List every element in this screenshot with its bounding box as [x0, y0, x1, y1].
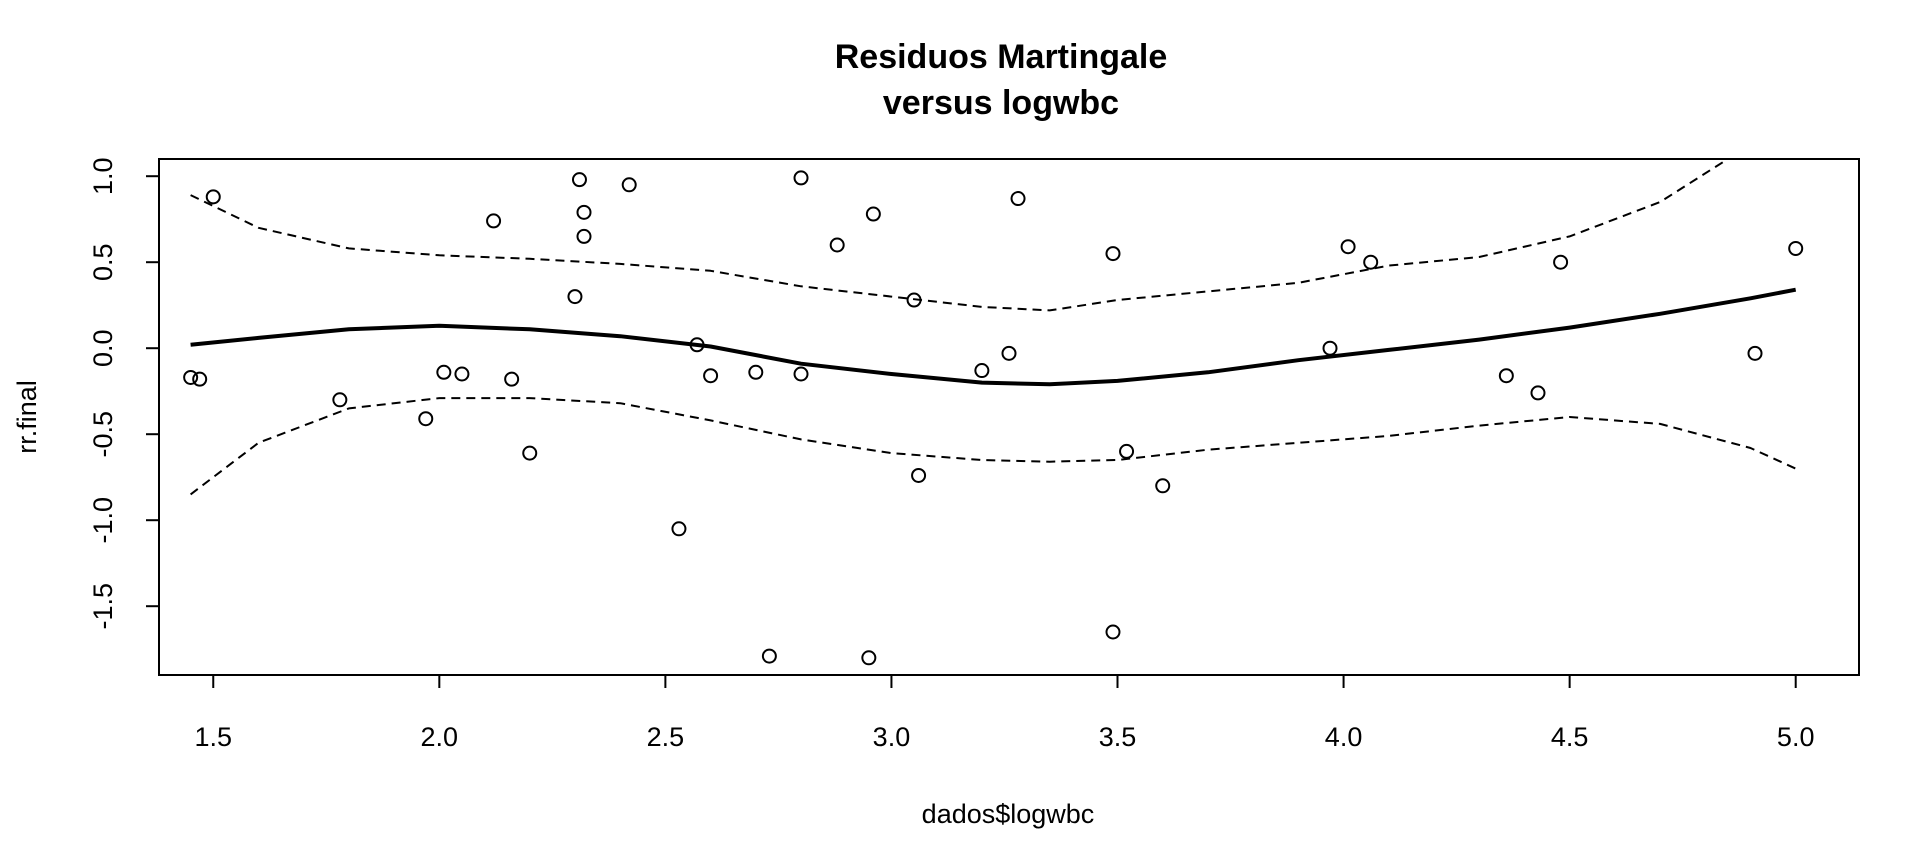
x-tick-label: 3.0	[873, 722, 911, 752]
data-point	[504, 371, 520, 387]
plot-frame	[158, 158, 1860, 676]
data-point	[522, 445, 538, 461]
data-point	[1010, 191, 1026, 207]
data-point	[418, 411, 434, 427]
x-tick-label: 4.5	[1551, 722, 1589, 752]
data-point	[571, 172, 587, 188]
chart-title-line2: versus logwbc	[883, 84, 1119, 122]
data-point	[761, 648, 777, 664]
data-point	[1105, 624, 1121, 640]
data-point	[183, 369, 199, 385]
data-point	[1553, 254, 1569, 270]
x-tick-label: 2.0	[421, 722, 459, 752]
data-point	[1498, 368, 1514, 384]
data-point	[1363, 254, 1379, 270]
smooth-line	[190, 287, 1797, 387]
data-point	[576, 204, 592, 220]
data-point	[1119, 443, 1135, 459]
y-tick-label: 0.0	[88, 329, 118, 367]
data-point	[436, 364, 452, 380]
data-point	[1747, 345, 1763, 361]
data-point	[1788, 240, 1804, 256]
data-point	[974, 363, 990, 379]
data-point	[906, 292, 922, 308]
data-point	[1105, 246, 1121, 262]
data-point	[703, 368, 719, 384]
y-axis: -1.5 -1.0 -0.5 0.0 0.5 1.0	[88, 157, 159, 629]
y-tick-label: -1.5	[88, 583, 118, 630]
data-point	[861, 650, 877, 666]
data-point	[192, 371, 208, 387]
x-tick-label: 5.0	[1777, 722, 1815, 752]
data-point	[865, 206, 881, 222]
upper-band-line	[190, 158, 1729, 312]
data-point	[1530, 385, 1546, 401]
y-tick-label: 0.5	[88, 243, 118, 281]
data-point	[486, 213, 502, 229]
data-point	[911, 467, 927, 483]
data-point	[829, 237, 845, 253]
data-point	[671, 521, 687, 537]
data-point	[1001, 345, 1017, 361]
lower-band-line	[189, 397, 1797, 496]
scatter-points	[183, 170, 1804, 666]
data-point	[454, 366, 470, 382]
y-tick-label: -0.5	[88, 411, 118, 458]
data-point	[576, 228, 592, 244]
y-tick-label: 1.0	[88, 157, 118, 195]
data-point	[205, 189, 221, 205]
x-axis-label: dados$logwbc	[922, 799, 1095, 829]
y-tick-label: -1.0	[88, 497, 118, 544]
x-tick-label: 1.5	[194, 722, 232, 752]
data-point	[1322, 340, 1338, 356]
x-tick-label: 3.5	[1099, 722, 1137, 752]
x-axis: 1.5 2.0 2.5 3.0 3.5 4.0 4.5 5.0	[194, 674, 1815, 752]
chart-lines	[189, 158, 1797, 496]
data-point	[567, 289, 583, 305]
data-point	[793, 366, 809, 382]
data-point	[1340, 239, 1356, 255]
chart-title-line1: Residuos Martingale	[835, 38, 1168, 76]
x-tick-label: 2.5	[647, 722, 685, 752]
data-point	[1155, 478, 1171, 494]
data-point	[332, 392, 348, 408]
x-tick-label: 4.0	[1325, 722, 1363, 752]
data-point	[748, 364, 764, 380]
data-point	[621, 177, 637, 193]
data-point	[689, 337, 705, 353]
y-axis-label: rr.final	[12, 380, 42, 454]
data-point	[793, 170, 809, 186]
